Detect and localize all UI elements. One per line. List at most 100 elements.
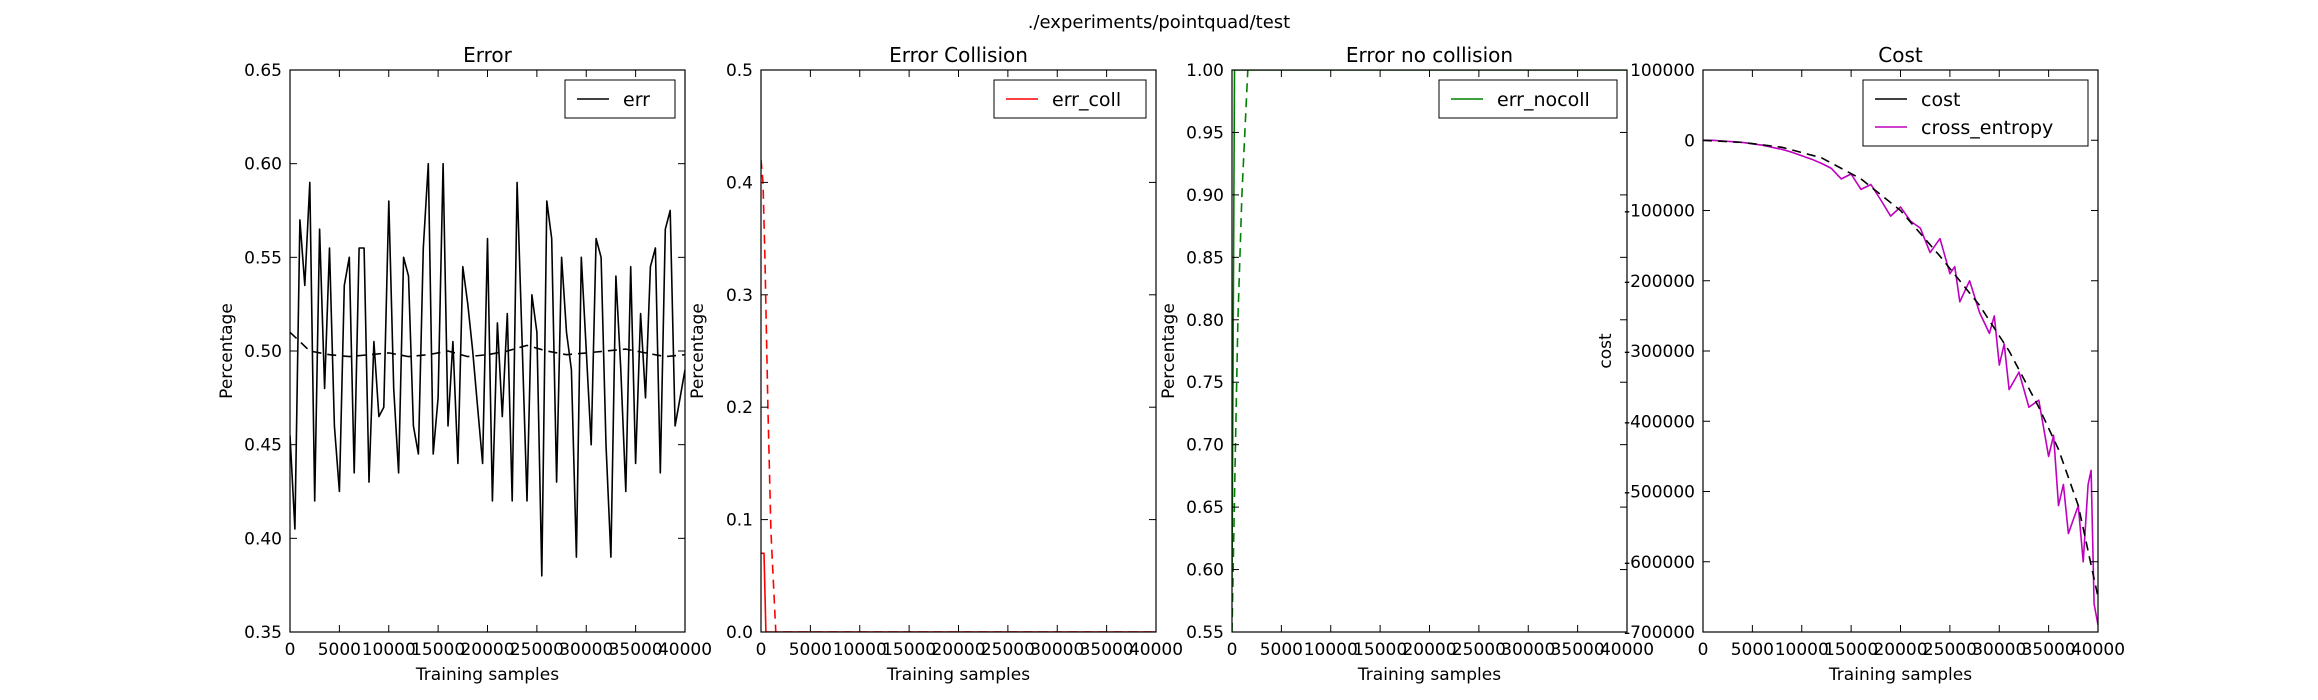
- y-tick-label: 0.35: [244, 623, 282, 643]
- x-tick-label: 40000: [1600, 640, 1654, 660]
- legend-label: cost: [1921, 89, 1960, 111]
- x-tick-label: 25000: [1923, 640, 1977, 660]
- x-tick-label: 25000: [981, 640, 1035, 660]
- y-tick-label: 0: [1684, 131, 1695, 151]
- y-tick-label: 0.40: [244, 529, 282, 549]
- y-tick-label: 0.95: [1186, 123, 1224, 143]
- x-tick-label: 20000: [1873, 640, 1927, 660]
- legend: err_nocoll: [1438, 79, 1618, 119]
- y-tick-label: 0.80: [1186, 311, 1224, 331]
- trend-line: [761, 159, 1156, 632]
- plot-frame: [760, 69, 1157, 633]
- panel-4: 0 5000 10000150002000025000300003500040000…: [1596, 43, 2125, 685]
- legend-label: err_nocoll: [1497, 89, 1590, 111]
- y-tick-label: 0.1: [726, 511, 753, 531]
- panel-1: 0 5000 10000150002000025000300003500040000…: [217, 43, 712, 685]
- x-tick-label: 20000: [1402, 640, 1456, 660]
- y-axis-label: cost: [1596, 333, 1616, 369]
- series-group: [1703, 139, 2098, 626]
- trend-line: [1232, 70, 1249, 632]
- x-tick-label: 25000: [510, 640, 564, 660]
- y-tick-label: 1.00: [1186, 61, 1224, 81]
- cross_entropy-line: [1703, 139, 2098, 626]
- err-line: [290, 162, 685, 577]
- panels: 0 5000 10000150002000025000300003500040000…: [217, 43, 2125, 685]
- x-tick-label: 15000: [882, 640, 936, 660]
- y-tick-label: 0.3: [726, 286, 753, 306]
- y-tick-label: 0.90: [1186, 186, 1224, 206]
- x-tick-label: 10000: [1775, 640, 1829, 660]
- x-tick-label: 30000: [1501, 640, 1555, 660]
- panel-title: Error: [463, 43, 513, 67]
- x-tick-label: 35000: [2022, 640, 2076, 660]
- x-tick-label: 20000: [460, 640, 514, 660]
- plot-frame: [1231, 69, 1628, 633]
- y-tick-label: -700000: [1624, 623, 1695, 643]
- y-axis-label: Percentage: [688, 303, 708, 399]
- x-tick-label: 15000: [411, 640, 465, 660]
- y-tick-label: -200000: [1624, 272, 1695, 292]
- x-tick-label: 15000: [1353, 640, 1407, 660]
- x-axis-label: Training samples: [415, 665, 559, 685]
- x-tick-label: 0: [1227, 640, 1238, 660]
- y-tick-label: 0.85: [1186, 248, 1224, 268]
- y-tick-label: 0.65: [244, 61, 282, 81]
- y-tick-label: -600000: [1624, 553, 1695, 573]
- y-axis-label: Percentage: [1159, 303, 1179, 399]
- x-tick-label: 0: [285, 640, 296, 660]
- x-tick-label: 25000: [1452, 640, 1506, 660]
- trend-line: [1703, 139, 2098, 598]
- panel-title: Cost: [1878, 43, 1923, 67]
- x-tick-label: 10000: [1304, 640, 1358, 660]
- x-tick-label: 30000: [1972, 640, 2026, 660]
- x-tick-label: 35000: [609, 640, 663, 660]
- x-tick-label: 40000: [658, 640, 712, 660]
- x-tick-label: 5000: [1260, 640, 1303, 660]
- y-tick-label: 0.55: [1186, 623, 1224, 643]
- err_coll-line: [761, 552, 1156, 632]
- err_nocoll-line: [1232, 70, 1627, 583]
- series-group: [290, 162, 685, 577]
- y-tick-label: 0.0: [726, 623, 753, 643]
- y-tick-label: -500000: [1624, 483, 1695, 503]
- x-axis-label: Training samples: [1357, 665, 1501, 685]
- y-tick-label: -300000: [1624, 342, 1695, 362]
- legend: err: [564, 79, 676, 119]
- y-tick-label: 0.60: [244, 155, 282, 175]
- series-group: [1232, 70, 1627, 632]
- y-tick-label: 100000: [1630, 61, 1695, 81]
- y-tick-label: -100000: [1624, 202, 1695, 222]
- figure-suptitle: ./experiments/pointquad/test: [1028, 12, 1290, 33]
- panel-2: 0 5000 10000150002000025000300003500040000…: [688, 43, 1183, 685]
- panel-3: 0 5000 10000150002000025000300003500040000…: [1159, 43, 1654, 685]
- y-tick-label: 0.45: [244, 436, 282, 456]
- plot-frame: [1702, 69, 2099, 633]
- x-axis-label: Training samples: [886, 665, 1030, 685]
- legend: err_coll: [993, 79, 1147, 119]
- y-tick-label: 0.4: [726, 173, 753, 193]
- x-tick-label: 10000: [362, 640, 416, 660]
- legend-box: [1862, 79, 2089, 147]
- panel-title: Error no collision: [1346, 43, 1513, 67]
- plot-frame: [289, 69, 686, 633]
- y-tick-label: -400000: [1624, 412, 1695, 432]
- y-tick-label: 0.50: [244, 342, 282, 362]
- x-tick-label: 0: [756, 640, 767, 660]
- x-tick-label: 30000: [1030, 640, 1084, 660]
- series-group: [761, 159, 1156, 632]
- y-tick-label: 0.2: [726, 398, 753, 418]
- y-axis-label: Percentage: [217, 303, 237, 399]
- y-tick-label: 0.5: [726, 61, 753, 81]
- x-tick-label: 20000: [931, 640, 985, 660]
- y-tick-label: 0.55: [244, 248, 282, 268]
- legend-label: err_coll: [1052, 89, 1121, 111]
- legend-label: cross_entropy: [1921, 117, 2053, 139]
- x-tick-label: 40000: [1129, 640, 1183, 660]
- x-tick-label: 30000: [559, 640, 613, 660]
- x-tick-label: 15000: [1824, 640, 1878, 660]
- x-tick-label: 5000: [789, 640, 832, 660]
- x-tick-label: 35000: [1551, 640, 1605, 660]
- panel-title: Error Collision: [889, 43, 1028, 67]
- x-axis-label: Training samples: [1828, 665, 1972, 685]
- trend-line: [290, 331, 685, 358]
